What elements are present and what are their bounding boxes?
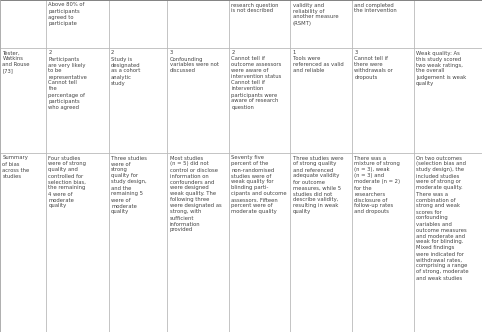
Text: There was a
mixture of strong
(n = 3), weak
(n = 3) and
moderate (n = 2)
for the: There was a mixture of strong (n = 3), w… xyxy=(354,155,401,214)
Text: Above 80% of
participants
agreed to
participate: Above 80% of participants agreed to part… xyxy=(49,3,85,26)
Bar xyxy=(229,48,290,153)
Text: Tester,
Watkins
and Rouse
[73]: Tester, Watkins and Rouse [73] xyxy=(2,50,30,73)
Bar xyxy=(0,0,46,48)
Text: Four studies
were of strong
quality and
controlled for
selection bias,
the remai: Four studies were of strong quality and … xyxy=(49,155,86,208)
Bar xyxy=(167,0,229,48)
Text: Summary
of bias
across the
studies: Summary of bias across the studies xyxy=(2,155,30,179)
Text: 1
Tools were
referenced as valid
and reliable: 1 Tools were referenced as valid and rel… xyxy=(293,50,344,73)
Text: and completed
the intervention: and completed the intervention xyxy=(354,3,397,14)
Bar xyxy=(0,153,46,332)
Bar xyxy=(414,0,482,48)
Text: Weak quality: As
this study scored
two weak ratings,
the overall
judgement is we: Weak quality: As this study scored two w… xyxy=(416,50,466,86)
Text: Seventy five
percent of the
non-randomised
studies were of
weak quality for
blin: Seventy five percent of the non-randomis… xyxy=(231,155,287,214)
Bar xyxy=(229,153,290,332)
Bar xyxy=(46,48,108,153)
Bar xyxy=(290,153,352,332)
Bar xyxy=(0,48,46,153)
Text: 3
Cannot tell if
there were
withdrawals or
dropouts: 3 Cannot tell if there were withdrawals … xyxy=(354,50,393,79)
Text: 2
Study is
designated
as a cohort
analytic
study: 2 Study is designated as a cohort analyt… xyxy=(111,50,141,86)
Bar xyxy=(414,48,482,153)
Bar xyxy=(352,0,414,48)
Bar xyxy=(167,48,229,153)
Bar xyxy=(414,153,482,332)
Text: 2
Cannot tell if
outcome assessors
were aware of
intervention status
Cannot tell: 2 Cannot tell if outcome assessors were … xyxy=(231,50,281,110)
Bar xyxy=(46,0,108,48)
Bar xyxy=(290,48,352,153)
Text: validity and
reliability of
another measure
(RSMT): validity and reliability of another meas… xyxy=(293,3,338,26)
Bar xyxy=(229,0,290,48)
Text: Three studies were
of strong quality
and referenced
adequate validity
for outcom: Three studies were of strong quality and… xyxy=(293,155,343,214)
Bar xyxy=(46,153,108,332)
Text: 2
Participants
are very likely
to be
representative
Cannot tell
the
percentage o: 2 Participants are very likely to be rep… xyxy=(49,50,87,110)
Text: Most studies
(n = 5) did not
control or disclose
information on
confounders and
: Most studies (n = 5) did not control or … xyxy=(170,155,221,232)
Bar xyxy=(108,48,167,153)
Bar xyxy=(352,153,414,332)
Bar xyxy=(108,0,167,48)
Bar xyxy=(290,0,352,48)
Text: On two outcomes
(selection bias and
study design), the
included studies
were of : On two outcomes (selection bias and stud… xyxy=(416,155,469,281)
Bar xyxy=(352,48,414,153)
Text: 3
Confounding
variables were not
discussed: 3 Confounding variables were not discuss… xyxy=(170,50,219,73)
Text: Three studies
were of
strong
quality for
study design,
and the
remaining 5
were : Three studies were of strong quality for… xyxy=(111,155,147,214)
Bar xyxy=(167,153,229,332)
Text: research question
is not described: research question is not described xyxy=(231,3,279,14)
Bar xyxy=(108,153,167,332)
